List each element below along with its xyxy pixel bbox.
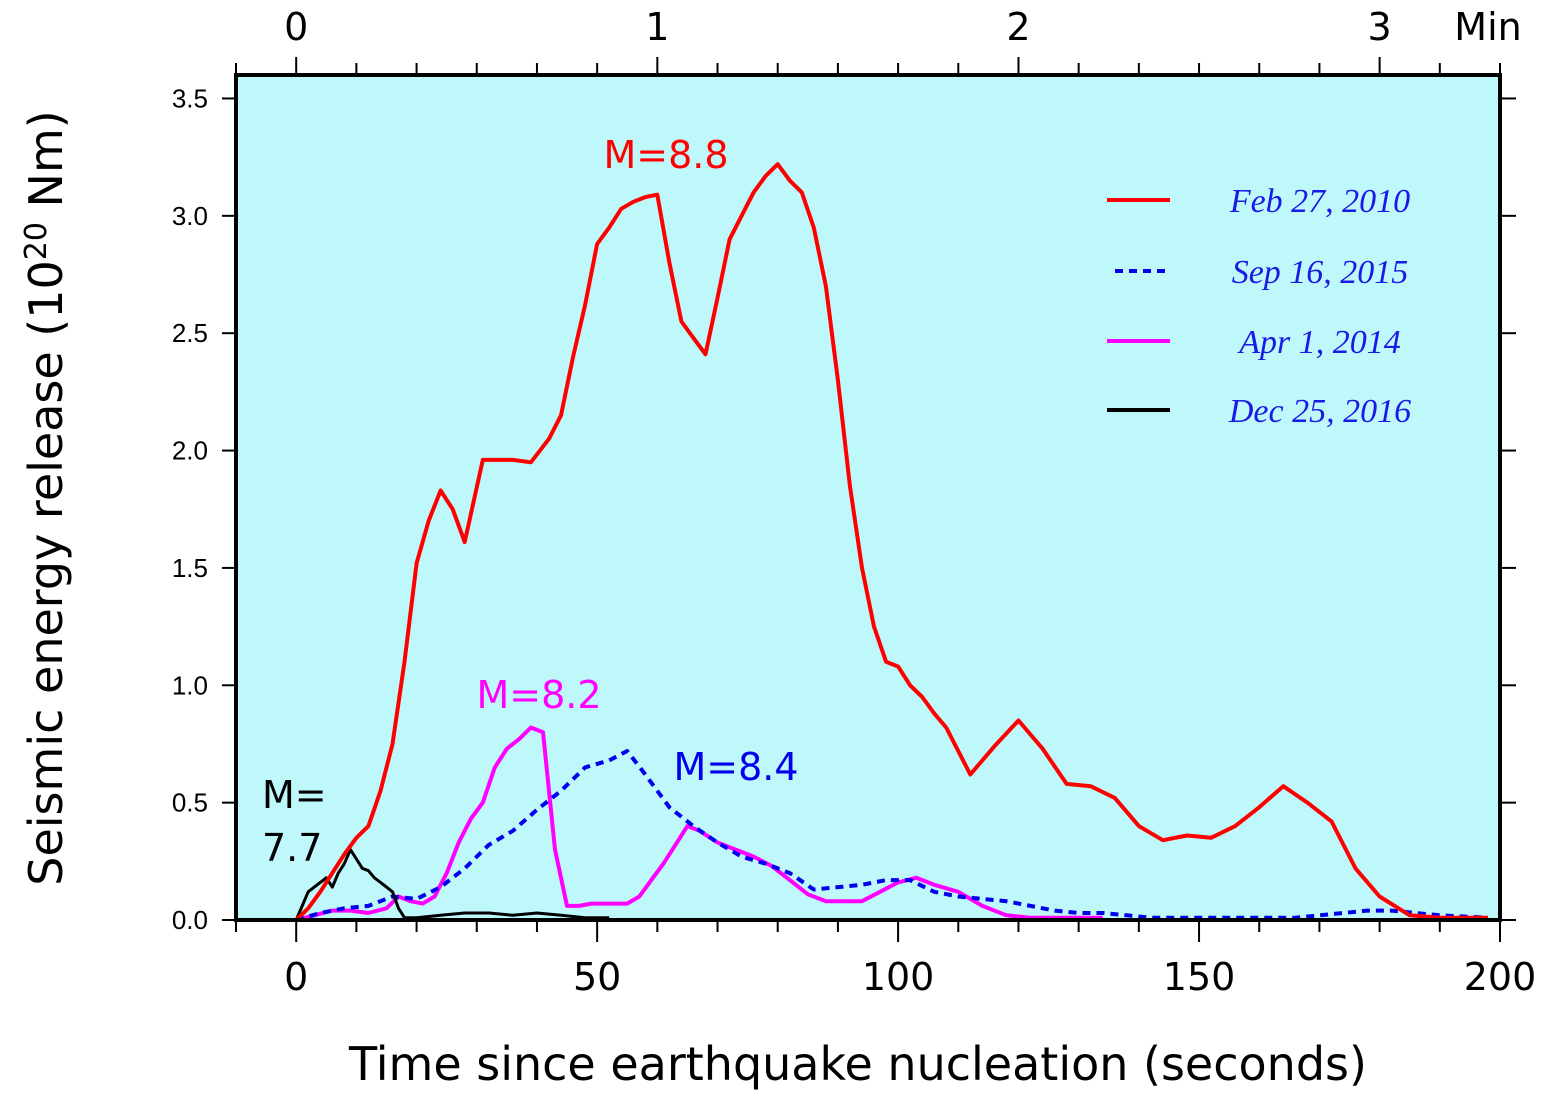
x-tick-label: 200 — [1464, 955, 1537, 999]
top-axis-unit-label: Min — [1454, 5, 1521, 49]
y-tick-label: 3.0 — [172, 201, 208, 231]
annotation-label: M=8.2 — [476, 673, 601, 717]
top-tick-label: 1 — [645, 5, 669, 49]
y-tick-label: 3.5 — [172, 83, 208, 113]
annotation-label: M=8.4 — [673, 745, 798, 789]
series-line-1 — [295, 749, 1489, 922]
legend-label: Dec 25, 2016 — [1228, 393, 1411, 430]
series-line-3 — [294, 848, 610, 921]
ticks-layer: 0.0 0.5 1.0 1.5 2.0 2.5 3.0 3.5 0 50 100 150 200 0 1 2 3 — [172, 5, 1536, 999]
legend-label: Sep 16, 2015 — [1232, 254, 1409, 291]
y-axis-title-main: Seismic energy release (10 — [19, 260, 73, 886]
x-tick-label: 100 — [862, 955, 935, 999]
legend-label: Apr 1, 2014 — [1237, 324, 1401, 361]
y-tick-label: 2.5 — [172, 318, 208, 348]
annotation-label: M=8.8 — [603, 133, 728, 177]
y-axis-title-suffix: Nm) — [19, 110, 73, 222]
x-tick-label: 50 — [573, 955, 621, 999]
x-axis-title: Time since earthquake nucleation (second… — [348, 1037, 1367, 1091]
y-axis-title: Seismic energy release (1020 Nm) — [19, 110, 73, 885]
y-tick-label: 1.5 — [172, 553, 208, 583]
series-layer — [294, 162, 1489, 922]
top-tick-label: 0 — [284, 5, 308, 49]
y-tick-label: 0.0 — [172, 905, 208, 935]
annotations: M=8.8 M=8.4 M=8.2 M= 7.7 — [262, 133, 799, 870]
top-tick-label: 2 — [1006, 5, 1030, 49]
x-tick-label: 0 — [284, 955, 308, 999]
x-tick-label: 150 — [1163, 955, 1236, 999]
y-tick-label: 2.0 — [172, 436, 208, 466]
y-axis-title-superscript: 20 — [19, 222, 54, 260]
plot-frame — [234, 73, 1502, 922]
series-line-0 — [294, 162, 1488, 922]
top-tick-label: 3 — [1368, 5, 1392, 49]
y-tick-label: 1.0 — [172, 670, 208, 700]
annotation-label: 7.7 — [262, 826, 322, 870]
annotation-label: M= — [262, 773, 327, 817]
legend: Feb 27, 2010 Sep 16, 2015 Apr 1, 2014 Dec 2… — [1107, 183, 1411, 430]
y-tick-label: 0.5 — [172, 788, 208, 818]
legend-label: Feb 27, 2010 — [1229, 183, 1410, 220]
